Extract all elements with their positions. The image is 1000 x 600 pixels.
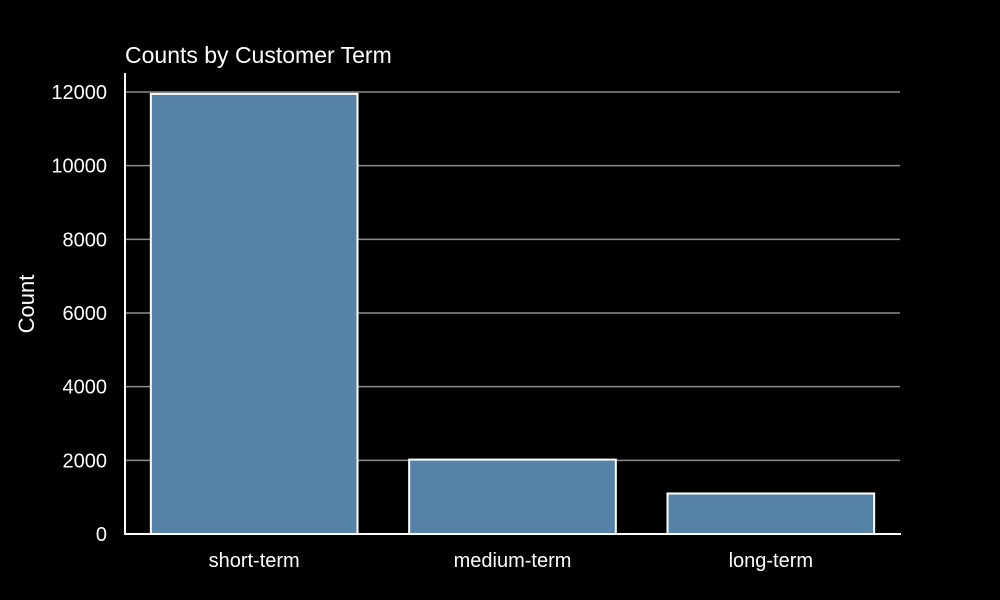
bar-medium-term — [408, 458, 617, 536]
x-tick-label: long-term — [729, 550, 813, 572]
axes — [124, 73, 901, 535]
x-tick-label: medium-term — [454, 550, 572, 572]
bar-long-term — [666, 492, 876, 536]
y-tick-label: 10000 — [51, 156, 107, 178]
y-tick-label: 8000 — [63, 229, 108, 251]
y-tick-label: 4000 — [63, 377, 108, 399]
chart-title: Counts by Customer Term — [125, 42, 392, 68]
y-tick-label: 6000 — [63, 303, 108, 325]
x-tick-label: short-term — [209, 550, 300, 572]
y-tick-label: 12000 — [51, 82, 107, 104]
y-tick-label: 2000 — [63, 450, 108, 472]
y-tick-labels: 0 2000 4000 6000 8000 10000 12000 — [51, 82, 107, 546]
y-axis-label: Count — [14, 275, 39, 334]
bar-short-term — [149, 92, 359, 535]
bars — [149, 92, 876, 536]
y-tick-label: 0 — [96, 524, 107, 546]
x-tick-labels: short-term medium-term long-term — [209, 550, 813, 572]
